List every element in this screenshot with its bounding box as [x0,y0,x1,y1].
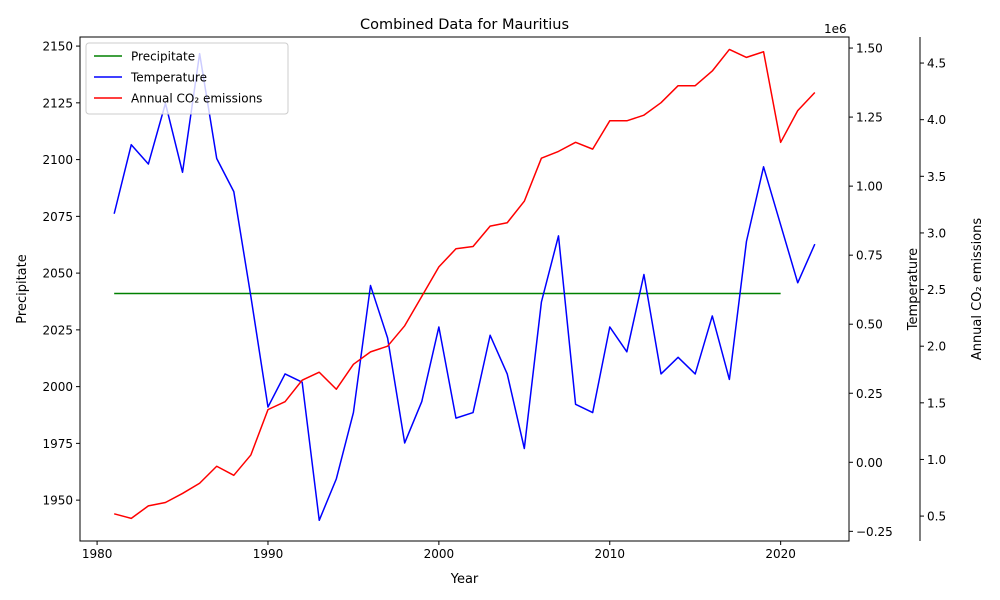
y-tick-label-right2-4: 2.5 [927,283,946,297]
y-tick-label-right2-5: 3.0 [927,226,946,240]
legend-label-0: Precipitate [131,50,195,64]
legend-label-2: Annual CO₂ emissions [131,92,262,106]
x-tick-label-0: 1980 [82,547,113,561]
y-tick-label-right2-1: 1.0 [927,453,946,467]
y-axis-label-left: Precipitate [15,254,30,323]
y-tick-label-left-2: 2000 [42,380,73,394]
y-tick-label-right1-6: 1.25 [856,111,883,125]
y-tick-label-right2-3: 2.0 [927,340,946,354]
y-tick-label-left-4: 2050 [42,267,73,281]
y-tick-label-right1-7: 1.50 [856,42,883,56]
y-tick-label-left-6: 2100 [42,153,73,167]
x-tick-label-3: 2010 [594,547,625,561]
legend-box [85,42,289,115]
y-tick-label-right1-0: −0.25 [856,525,893,539]
y-tick-label-right1-4: 0.75 [856,249,883,263]
y-tick-label-right2-8: 4.5 [927,57,946,71]
x-axis-label: Year [450,572,479,587]
plot-area: 1980 1990 2000 2010 2020 1950 1975 2000 2025 2050… [15,22,985,561]
y-tick-label-right1-5: 1.00 [856,180,883,194]
legend: Precipitate Temperature Annual CO₂ emissio… [85,42,289,115]
x-tick-label-4: 2020 [765,547,796,561]
y-tick-label-right2-2: 1.5 [927,396,946,410]
y-tick-label-right2-0: 0.5 [927,510,946,524]
y-tick-label-right1-2: 0.25 [856,387,883,401]
y-tick-label-left-0: 1950 [42,494,73,508]
y-tick-label-right1-3: 0.50 [856,318,883,332]
series-line-2 [113,48,816,520]
y-tick-label-left-3: 2025 [42,323,73,337]
y-axis-label-right1: Temperature [906,248,921,331]
y-tick-label-left-8: 2150 [42,40,73,54]
legend-label-1: Temperature [130,71,207,85]
chart-title: Combined Data for Mauritius [360,17,569,33]
y-tick-label-right1-1: 0.00 [856,456,883,470]
y-tick-label-right2-6: 3.5 [927,170,946,184]
y-axis-label-right2: Annual CO₂ emissions [970,218,985,361]
y-tick-label-left-5: 2075 [42,210,73,224]
series-line-1 [113,52,816,522]
y-tick-label-right2-7: 4.0 [927,113,946,127]
y-tick-label-left-7: 2125 [42,96,73,110]
x-tick-label-2: 2000 [424,547,455,561]
y-axis-offset-right1: 1e6 [824,22,847,36]
x-tick-label-1: 1990 [253,547,284,561]
plot-frame [79,36,850,542]
y-tick-label-left-1: 1975 [42,437,73,451]
